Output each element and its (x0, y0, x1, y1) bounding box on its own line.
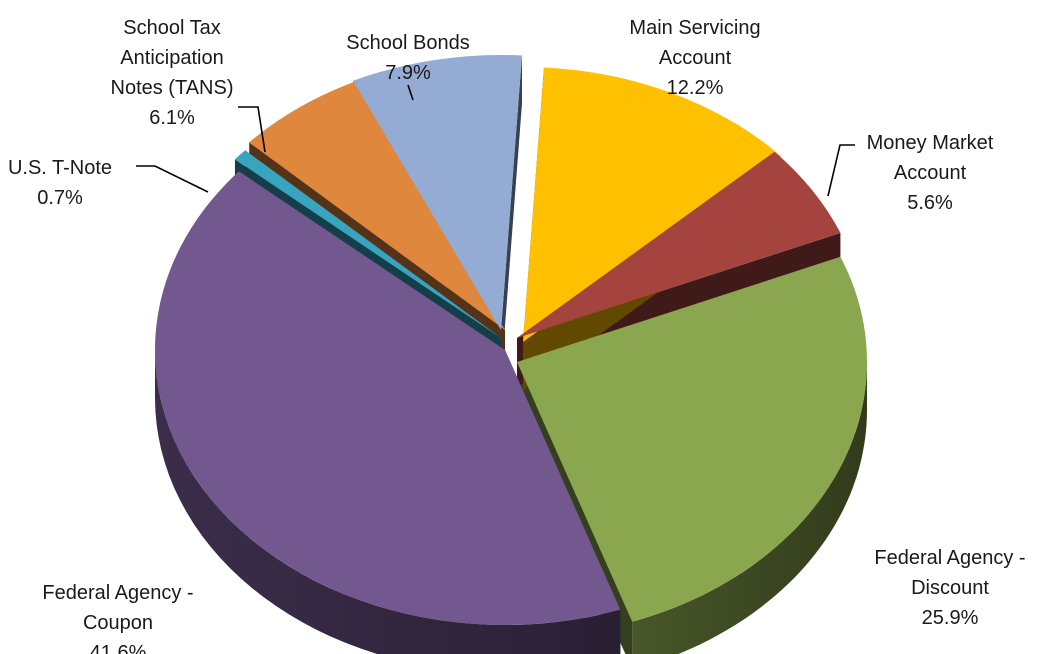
leader-line-6 (407, 84, 414, 101)
pie-slice-1 (517, 151, 841, 338)
leader-line-4 (136, 165, 209, 193)
data-label-text: Federal Agency - (42, 582, 193, 604)
pie-slice-0 (523, 67, 781, 342)
data-label-text: Coupon (83, 612, 153, 634)
data-label-value: 7.9% (385, 62, 431, 84)
slice-side-shade-2 (632, 362, 867, 654)
data-label-value: 5.6% (907, 192, 953, 214)
data-label-text: Discount (911, 577, 989, 599)
pie-slice-4 (234, 150, 501, 338)
data-label-3: Federal Agency - Coupon 41.6% (42, 582, 193, 654)
data-label-value: 41.6% (90, 642, 147, 654)
data-label-0: Main Servicing Account 12.2% (629, 17, 760, 99)
data-label-2: Federal Agency - Discount 25.9% (874, 547, 1025, 629)
pie-slice-2 (517, 256, 867, 622)
data-label-text: Anticipation (120, 47, 223, 69)
slice-side-shade-3 (155, 350, 621, 654)
data-label-value: 25.9% (922, 607, 979, 629)
data-label-text: U.S. T-Note (8, 157, 112, 179)
data-label-value: 0.7% (37, 187, 83, 209)
data-label-6: School Bonds 7.9% (346, 32, 469, 84)
data-labels: Main Servicing Account 12.2% Money Market Ac… (8, 17, 1026, 654)
data-label-5: School Tax Anticipation Notes (TANS) 6.1% (111, 17, 234, 129)
leader-lines (136, 84, 855, 197)
data-label-1: Money Market Account 5.6% (867, 132, 994, 214)
leader-line-1 (827, 144, 855, 197)
slice-tops (154, 55, 867, 625)
data-label-text: Account (894, 162, 967, 184)
pie-slice-5 (249, 80, 505, 330)
pie-slice-3 (154, 171, 621, 625)
data-label-4: U.S. T-Note 0.7% (8, 157, 112, 209)
slice-wall-6-1 (501, 55, 522, 379)
data-label-value: 12.2% (667, 77, 724, 99)
data-label-text: Notes (TANS) (111, 77, 234, 99)
data-label-value: 6.1% (149, 107, 195, 129)
data-label-text: School Tax (123, 17, 220, 39)
leader-line-5 (238, 106, 266, 153)
data-label-text: Main Servicing (629, 17, 760, 39)
data-label-text: Federal Agency - (874, 547, 1025, 569)
data-label-text: Account (659, 47, 732, 69)
data-label-text: Money Market (867, 132, 994, 154)
pie-slice-6 (353, 55, 522, 330)
data-label-text: School Bonds (346, 32, 469, 54)
